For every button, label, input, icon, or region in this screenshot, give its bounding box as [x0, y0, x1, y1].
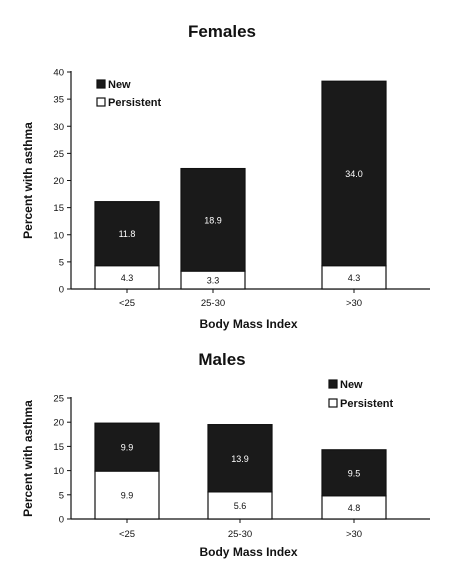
- y-axis-label: Percent with asthma: [21, 400, 35, 517]
- data-label-new: 9.9: [121, 443, 134, 453]
- data-label-persistent: 4.3: [348, 273, 361, 283]
- y-tick-label: 10: [53, 230, 64, 241]
- legend-swatch: [328, 379, 338, 389]
- legend-label: Persistent: [108, 97, 162, 109]
- data-label-persistent: 5.6: [234, 501, 247, 511]
- bar-new: [207, 424, 273, 493]
- y-tick-label: 40: [53, 68, 64, 79]
- bar-new: [94, 422, 160, 472]
- data-label-persistent: 4.8: [348, 503, 361, 513]
- y-tick-label: 25: [53, 149, 64, 160]
- x-axis-label: Body Mass Index: [199, 317, 297, 331]
- y-tick-label: 35: [53, 95, 64, 106]
- bar-new: [94, 201, 160, 267]
- x-tick-label: >30: [346, 298, 362, 309]
- y-tick-label: 15: [53, 442, 64, 453]
- data-label-persistent: 9.9: [121, 491, 134, 501]
- data-label-new: 34.0: [345, 169, 363, 179]
- chart-title: Males: [198, 350, 245, 369]
- data-label-persistent: 4.3: [121, 273, 134, 283]
- bar-new: [321, 449, 387, 497]
- y-tick-label: 15: [53, 203, 64, 214]
- bar-new: [321, 80, 387, 267]
- legend: New Persistent: [96, 79, 162, 109]
- chart-panel-0: Females 0 5 10 15 20 25 30 35 40 <25 4.3 11.8 25-30 3.…: [21, 22, 430, 331]
- bar-persistent: [94, 470, 160, 520]
- y-tick-label: 20: [53, 418, 64, 429]
- legend-swatch: [96, 97, 106, 107]
- y-tick-label: 5: [59, 490, 64, 501]
- bar-new: [180, 167, 246, 272]
- legend-label: New: [340, 379, 363, 391]
- x-tick-label: 25-30: [228, 529, 252, 540]
- data-label-new: 18.9: [204, 215, 222, 225]
- x-tick-label: <25: [119, 298, 135, 309]
- y-tick-label: 5: [59, 257, 64, 268]
- y-tick-label: 25: [53, 394, 64, 405]
- y-tick-label: 0: [59, 515, 64, 526]
- y-tick-label: 30: [53, 122, 64, 133]
- chart-title: Females: [188, 22, 256, 41]
- data-label-new: 11.8: [119, 229, 136, 239]
- data-label-new: 9.5: [348, 468, 361, 478]
- chart-panel-1: Males 0 5 10 15 20 25 <25 9.9 9.9 25-30 5.6 13.9 >30 4…: [21, 350, 430, 559]
- y-tick-label: 10: [53, 466, 64, 477]
- legend-swatch: [96, 79, 106, 89]
- x-axis-label: Body Mass Index: [199, 545, 297, 559]
- data-label-persistent: 3.3: [207, 276, 220, 286]
- x-tick-label: 25-30: [201, 298, 225, 309]
- x-tick-label: <25: [119, 529, 135, 540]
- data-label-new: 13.9: [231, 454, 249, 464]
- legend-swatch: [328, 398, 338, 408]
- y-tick-label: 0: [59, 285, 64, 296]
- y-tick-label: 20: [53, 176, 64, 187]
- bar-persistent: [207, 491, 273, 520]
- legend-label: New: [108, 79, 131, 91]
- x-tick-label: >30: [346, 529, 362, 540]
- legend-label: Persistent: [340, 398, 394, 410]
- legend: New Persistent: [328, 379, 394, 410]
- y-axis-label: Percent with asthma: [21, 122, 35, 239]
